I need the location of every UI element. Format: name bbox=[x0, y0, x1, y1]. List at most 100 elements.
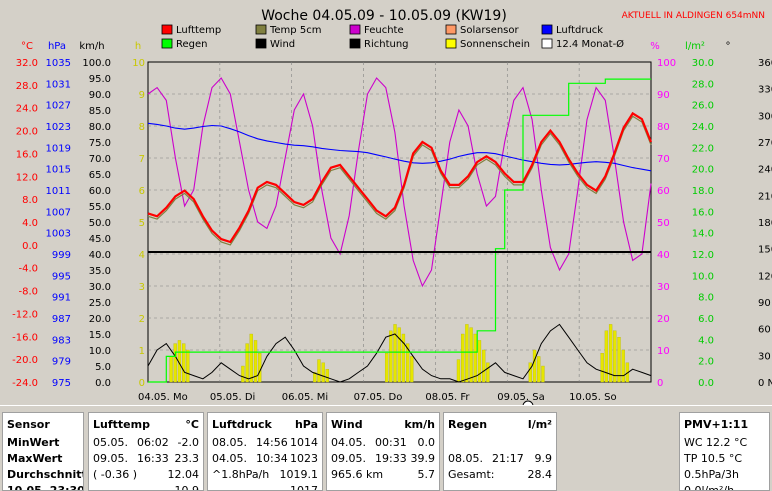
lufttemp-header: Lufttemp bbox=[93, 418, 150, 431]
celsius-tick-label: 8.0 bbox=[22, 195, 38, 206]
sunshine-bar bbox=[486, 362, 490, 383]
avg-label: Durchschnitt bbox=[7, 468, 84, 481]
legend-label: Richtung bbox=[364, 39, 409, 50]
stat-cell: 965.6 km bbox=[331, 468, 384, 481]
kmh-tick-label: 90.0 bbox=[89, 90, 111, 101]
rain-tick-label: 20.0 bbox=[692, 165, 714, 176]
sunshine-bar bbox=[325, 369, 330, 383]
stat-value: 28.4 bbox=[527, 468, 553, 481]
pmv-panel: PMV+1:11 WC 12.2 °C TP 10.5 °C 0.5hPa/3h… bbox=[679, 412, 770, 491]
kmh-tick-label: 55.0 bbox=[89, 202, 111, 213]
current-label: 10.05. 23:30 bbox=[7, 484, 84, 491]
hpa-tick-label: 1019 bbox=[46, 143, 71, 154]
hour-tick-label: 6 bbox=[139, 186, 145, 197]
wind-unit: km/h bbox=[404, 418, 435, 431]
legend-swatch bbox=[541, 24, 553, 35]
x-tick-label: 09.05. Sa bbox=[497, 392, 544, 403]
series-line-feuchte bbox=[147, 77, 652, 288]
sunshine-bar bbox=[482, 349, 486, 383]
regen-header: Regen bbox=[448, 418, 488, 431]
hpa-tick-label: 983 bbox=[52, 335, 71, 346]
rain-tick-label: 22.0 bbox=[692, 143, 714, 154]
rain-tick-label: 10.0 bbox=[692, 271, 714, 282]
sunshine-bar bbox=[473, 333, 477, 383]
stat-cell: 21:17 bbox=[492, 452, 524, 465]
sunshine-bar bbox=[461, 333, 465, 383]
pmv-value: WC 12.2 °C bbox=[684, 436, 748, 449]
series-lines bbox=[147, 77, 653, 383]
sunshine-bar bbox=[249, 333, 253, 383]
kmh-tick-label: 100.0 bbox=[82, 58, 111, 69]
rain-tick-label: 30.0 bbox=[692, 58, 714, 69]
celsius-tick-label: 4.0 bbox=[22, 218, 38, 229]
stat-value: 23.3 bbox=[174, 452, 200, 465]
stat-cell: 06:02 bbox=[137, 436, 169, 449]
sunshine-bar bbox=[617, 337, 621, 383]
scroll-handle[interactable] bbox=[522, 400, 534, 405]
chart-title: Woche 04.05.09 - 10.05.09 (KW19) bbox=[261, 8, 507, 24]
direction-tick-label: 60 bbox=[758, 325, 771, 336]
series-line-lufttemp bbox=[147, 111, 653, 244]
sunshine-bar bbox=[604, 330, 609, 383]
hpa-tick-label: 995 bbox=[52, 271, 71, 282]
sensor-panel: Sensor MinWert MaxWert Durchschnitt 10.0… bbox=[2, 412, 84, 491]
celsius-tick-label: -12.0 bbox=[12, 309, 38, 320]
hpa-tick-label: 1007 bbox=[46, 207, 71, 218]
kmh-tick-label: 75.0 bbox=[89, 138, 111, 149]
kmh-tick-label: 60.0 bbox=[89, 186, 111, 197]
hpa-tick-label: 999 bbox=[52, 250, 71, 261]
regen-unit: l/m² bbox=[527, 418, 552, 431]
sunshine-bar bbox=[537, 356, 541, 383]
sunshine-bar bbox=[469, 327, 473, 383]
kmh-tick-label: 15.0 bbox=[89, 330, 111, 341]
pmv-value: 0.0l/m²/h bbox=[684, 484, 735, 491]
celsius-tick-label: -4.0 bbox=[18, 264, 38, 275]
celsius-tick-label: -20.0 bbox=[12, 355, 38, 366]
percent-tick-label: 30 bbox=[657, 282, 670, 293]
x-tick-label: 10.05. So bbox=[569, 392, 616, 403]
hpa-tick-label: 975 bbox=[52, 378, 71, 389]
sunshine-bar bbox=[186, 349, 190, 383]
stat-cell: 16:33 bbox=[137, 452, 169, 465]
direction-tick-label: 330 bbox=[758, 85, 772, 96]
axis-unit-label: h bbox=[135, 41, 141, 52]
celsius-tick-label: 16.0 bbox=[16, 149, 38, 160]
percent-tick-label: 80 bbox=[657, 122, 670, 133]
legend-label: Luftdruck bbox=[556, 25, 603, 36]
legend-label: Solarsensor bbox=[460, 25, 520, 36]
rain-tick-label: 2.0 bbox=[698, 357, 714, 368]
hour-tick-label: 0 bbox=[139, 378, 145, 389]
series-line-luftdruck bbox=[147, 122, 652, 172]
kmh-tick-label: 65.0 bbox=[89, 170, 111, 181]
axis-unit-label: % bbox=[650, 41, 660, 52]
legend-swatch bbox=[255, 24, 267, 35]
x-tick-label: 06.05. Mi bbox=[282, 392, 328, 403]
rain-tick-label: 12.0 bbox=[692, 250, 714, 261]
spacer-panel bbox=[560, 412, 676, 491]
direction-tick-label: 180 S bbox=[758, 218, 772, 229]
stat-value: 12.04 bbox=[167, 468, 200, 481]
legend-label: Regen bbox=[176, 39, 208, 50]
stat-cell: ( -0.36 ) bbox=[93, 468, 138, 481]
rain-tick-label: 6.0 bbox=[698, 314, 714, 325]
sensor-header: Sensor bbox=[7, 418, 50, 431]
x-tick-label: 04.05. Mo bbox=[138, 392, 188, 403]
luftdruck-header: Luftdruck bbox=[212, 418, 272, 431]
sunshine-bar bbox=[169, 356, 173, 383]
celsius-tick-label: -16.0 bbox=[12, 332, 38, 343]
percent-tick-label: 20 bbox=[657, 314, 670, 325]
sunshine-bar bbox=[405, 343, 410, 383]
sunshine-bar bbox=[608, 324, 613, 383]
sunshine-bar bbox=[528, 362, 532, 383]
legend-swatch bbox=[349, 38, 361, 49]
hpa-tick-label: 1011 bbox=[46, 186, 71, 197]
percent-tick-label: 0 bbox=[657, 378, 663, 389]
lufttemp-unit: °C bbox=[185, 418, 199, 431]
legend-label: 12.4 Monat-Ø bbox=[556, 38, 624, 50]
series-line-wind bbox=[147, 323, 652, 383]
legend-swatch bbox=[445, 38, 457, 49]
sunshine-bar bbox=[321, 362, 325, 383]
direction-tick-label: 90 O bbox=[758, 298, 772, 309]
stat-value: 1019.1 bbox=[279, 468, 319, 481]
